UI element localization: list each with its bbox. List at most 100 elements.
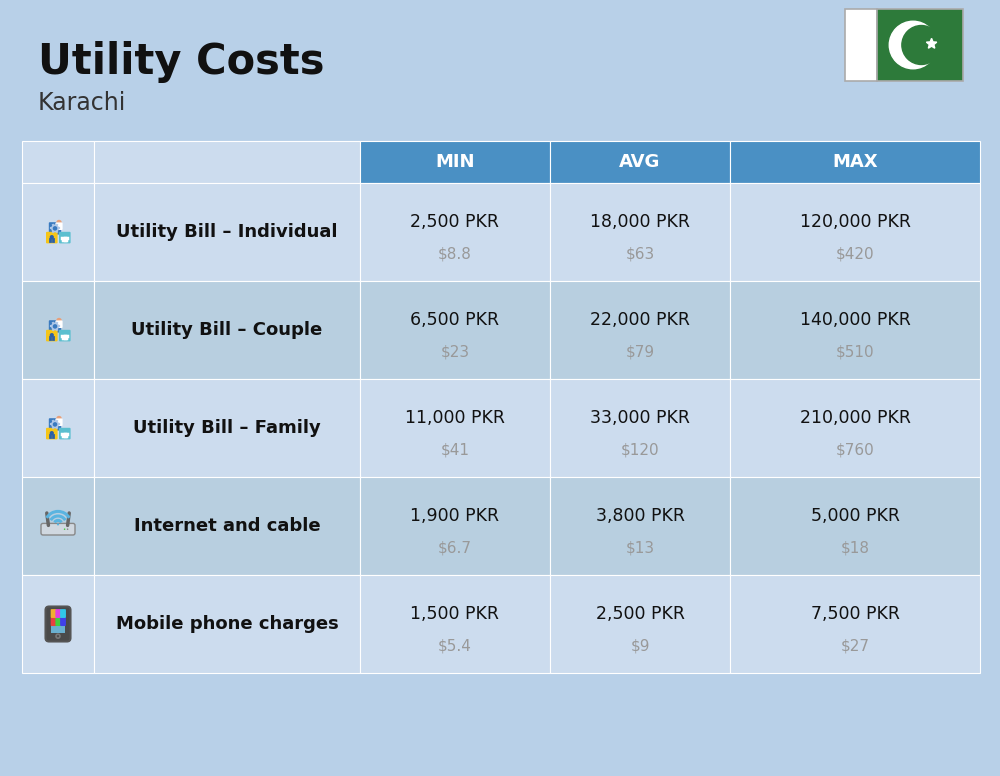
Text: $23: $23 bbox=[440, 344, 470, 359]
Text: Utility Bill – Family: Utility Bill – Family bbox=[133, 419, 321, 437]
Circle shape bbox=[902, 26, 941, 64]
Text: $8.8: $8.8 bbox=[438, 246, 472, 261]
FancyBboxPatch shape bbox=[51, 617, 56, 626]
Text: MAX: MAX bbox=[832, 153, 878, 171]
FancyBboxPatch shape bbox=[51, 609, 56, 618]
Circle shape bbox=[67, 528, 68, 530]
FancyBboxPatch shape bbox=[550, 183, 730, 281]
Text: $9: $9 bbox=[630, 638, 650, 653]
Text: 210,000 PKR: 210,000 PKR bbox=[800, 409, 911, 428]
FancyBboxPatch shape bbox=[94, 141, 360, 183]
Text: $760: $760 bbox=[836, 442, 874, 457]
FancyBboxPatch shape bbox=[730, 477, 980, 575]
Circle shape bbox=[50, 431, 54, 435]
FancyBboxPatch shape bbox=[360, 477, 550, 575]
FancyBboxPatch shape bbox=[550, 477, 730, 575]
FancyBboxPatch shape bbox=[55, 223, 63, 230]
Text: $420: $420 bbox=[836, 246, 874, 261]
Text: Mobile phone charges: Mobile phone charges bbox=[116, 615, 338, 633]
Circle shape bbox=[57, 523, 59, 525]
FancyBboxPatch shape bbox=[49, 418, 61, 431]
Text: $41: $41 bbox=[440, 442, 470, 457]
FancyBboxPatch shape bbox=[360, 379, 550, 477]
FancyBboxPatch shape bbox=[46, 428, 58, 439]
Circle shape bbox=[51, 323, 59, 331]
FancyBboxPatch shape bbox=[94, 477, 360, 575]
Text: 18,000 PKR: 18,000 PKR bbox=[590, 213, 690, 231]
Text: $13: $13 bbox=[625, 540, 655, 555]
Text: Utility Bill – Individual: Utility Bill – Individual bbox=[116, 223, 338, 241]
FancyBboxPatch shape bbox=[45, 607, 70, 642]
FancyBboxPatch shape bbox=[22, 281, 94, 379]
FancyBboxPatch shape bbox=[55, 611, 61, 613]
Text: $18: $18 bbox=[841, 540, 870, 555]
Text: 1,900 PKR: 1,900 PKR bbox=[410, 508, 500, 525]
FancyBboxPatch shape bbox=[55, 320, 63, 328]
FancyBboxPatch shape bbox=[94, 575, 360, 673]
Text: Internet and cable: Internet and cable bbox=[134, 517, 320, 535]
FancyBboxPatch shape bbox=[22, 141, 94, 183]
Circle shape bbox=[50, 333, 54, 338]
Text: Utility Bill – Couple: Utility Bill – Couple bbox=[131, 321, 323, 339]
Circle shape bbox=[64, 528, 65, 530]
FancyBboxPatch shape bbox=[59, 330, 71, 341]
Text: 140,000 PKR: 140,000 PKR bbox=[800, 311, 910, 329]
FancyBboxPatch shape bbox=[360, 575, 550, 673]
FancyBboxPatch shape bbox=[22, 183, 94, 281]
FancyBboxPatch shape bbox=[22, 575, 94, 673]
Text: $510: $510 bbox=[836, 344, 874, 359]
Text: 5,000 PKR: 5,000 PKR bbox=[811, 508, 900, 525]
FancyBboxPatch shape bbox=[730, 141, 980, 183]
FancyBboxPatch shape bbox=[59, 428, 71, 439]
Circle shape bbox=[50, 235, 54, 239]
FancyBboxPatch shape bbox=[49, 222, 61, 234]
FancyBboxPatch shape bbox=[730, 183, 980, 281]
FancyBboxPatch shape bbox=[41, 523, 75, 535]
Text: 1,500 PKR: 1,500 PKR bbox=[411, 605, 500, 623]
FancyBboxPatch shape bbox=[55, 617, 61, 626]
FancyBboxPatch shape bbox=[51, 612, 65, 632]
FancyBboxPatch shape bbox=[94, 183, 360, 281]
FancyBboxPatch shape bbox=[550, 141, 730, 183]
FancyBboxPatch shape bbox=[730, 379, 980, 477]
FancyBboxPatch shape bbox=[94, 379, 360, 477]
Text: $63: $63 bbox=[625, 246, 655, 261]
Circle shape bbox=[56, 416, 62, 421]
Circle shape bbox=[51, 421, 59, 428]
FancyBboxPatch shape bbox=[55, 609, 61, 618]
Text: AVG: AVG bbox=[619, 153, 661, 171]
FancyBboxPatch shape bbox=[60, 617, 66, 626]
Circle shape bbox=[53, 226, 57, 230]
FancyBboxPatch shape bbox=[550, 281, 730, 379]
FancyBboxPatch shape bbox=[360, 141, 550, 183]
Text: $120: $120 bbox=[621, 442, 659, 457]
FancyBboxPatch shape bbox=[49, 320, 61, 333]
Text: $27: $27 bbox=[841, 638, 870, 653]
Text: 6,500 PKR: 6,500 PKR bbox=[410, 311, 500, 329]
Circle shape bbox=[889, 21, 937, 69]
Circle shape bbox=[51, 224, 59, 232]
Polygon shape bbox=[926, 38, 937, 48]
Circle shape bbox=[53, 324, 57, 329]
Text: 2,500 PKR: 2,500 PKR bbox=[596, 605, 684, 623]
FancyBboxPatch shape bbox=[730, 281, 980, 379]
Text: 22,000 PKR: 22,000 PKR bbox=[590, 311, 690, 329]
Text: 11,000 PKR: 11,000 PKR bbox=[405, 409, 505, 428]
FancyBboxPatch shape bbox=[730, 575, 980, 673]
Text: Utility Costs: Utility Costs bbox=[38, 41, 324, 83]
Text: 2,500 PKR: 2,500 PKR bbox=[411, 213, 500, 231]
Circle shape bbox=[53, 422, 57, 427]
FancyBboxPatch shape bbox=[59, 232, 71, 244]
FancyBboxPatch shape bbox=[877, 9, 963, 81]
FancyBboxPatch shape bbox=[22, 379, 94, 477]
FancyBboxPatch shape bbox=[55, 418, 63, 426]
Circle shape bbox=[56, 220, 62, 225]
FancyBboxPatch shape bbox=[550, 575, 730, 673]
FancyBboxPatch shape bbox=[94, 281, 360, 379]
FancyBboxPatch shape bbox=[360, 183, 550, 281]
FancyBboxPatch shape bbox=[550, 379, 730, 477]
Text: 120,000 PKR: 120,000 PKR bbox=[800, 213, 911, 231]
Text: Karachi: Karachi bbox=[38, 91, 126, 115]
Circle shape bbox=[56, 318, 62, 324]
Text: $5.4: $5.4 bbox=[438, 638, 472, 653]
